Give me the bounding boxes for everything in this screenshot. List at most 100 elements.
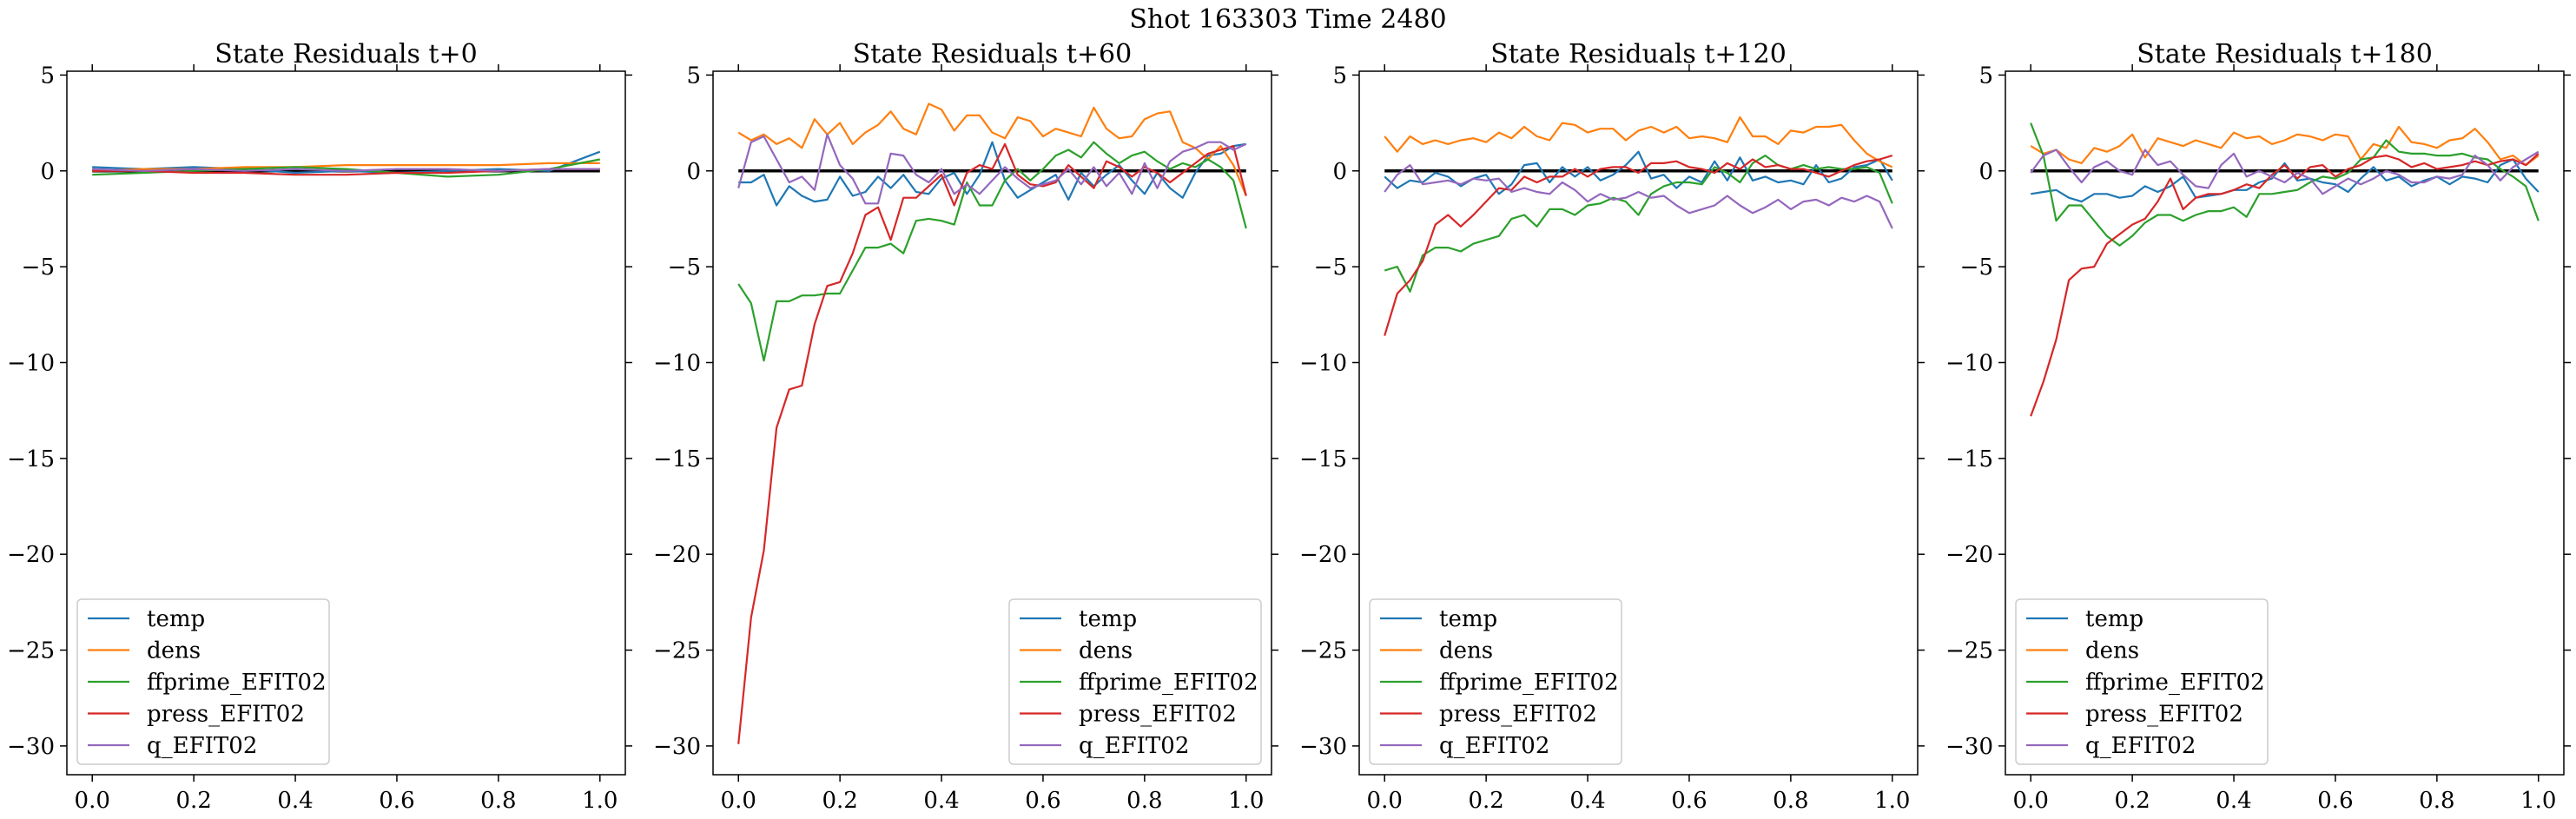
legend-label: dens	[1079, 638, 1133, 664]
y-tick-label: −15	[7, 446, 55, 472]
series-line-q-efit02	[2030, 149, 2540, 195]
y-tick-label: −5	[22, 254, 55, 281]
chart-panel-3: State Residuals t+180 5 0 −5 −10 −15 −20 −25 −30…	[1945, 39, 2571, 814]
legend-box	[2015, 598, 2269, 765]
legend-label: temp	[147, 606, 205, 632]
legend-label: q_EFIT02	[2085, 733, 2196, 759]
y-tick-label: −10	[653, 350, 701, 376]
y-tick-label: −10	[1299, 350, 1347, 376]
y-tick-label: −10	[7, 350, 55, 376]
axes-frame	[2005, 70, 2565, 776]
x-tick-label: 0.0	[2013, 788, 2049, 814]
y-tick-label: −5	[1960, 254, 1993, 281]
y-tick-label: 5	[686, 63, 701, 89]
legend: temp dens ffprime_EFIT02 press_EFIT02 q_EFIT…	[1008, 598, 1262, 765]
y-tick-label: 0	[40, 159, 55, 185]
y-tick-label: −15	[653, 446, 701, 472]
axes-frame	[712, 70, 1272, 776]
y-tick-label: 5	[40, 63, 55, 89]
y-tick-label: −20	[653, 542, 701, 568]
y-tick-label: −5	[668, 254, 701, 281]
chart-title: State Residuals t+180	[2137, 39, 2433, 69]
series-line-q-efit02	[92, 168, 600, 172]
legend: temp dens ffprime_EFIT02 press_EFIT02 q_EFIT…	[2015, 598, 2269, 765]
x-tick-label: 0.6	[1671, 788, 1707, 814]
y-tick-label: 0	[1332, 159, 1347, 185]
y-tick-label: 5	[1332, 63, 1347, 89]
x-tick-label: 0.4	[1569, 788, 1605, 814]
series-line-temp	[738, 141, 1246, 207]
series-line-ffprime-efit02	[1384, 155, 1893, 293]
legend-label: ffprime_EFIT02	[2085, 670, 2265, 696]
x-tick-label: 0.0	[721, 788, 756, 814]
legend-box	[1008, 598, 1262, 765]
chart-panel-1: State Residuals t+60 5 0 −5 −10 −15 −20 −25 −30 0…	[653, 39, 1278, 814]
x-tick-label: 0.8	[1773, 788, 1808, 814]
x-tick-label: 0.2	[2114, 788, 2150, 814]
series-line-press-efit02	[1384, 155, 1893, 336]
x-tick-label: 1.0	[582, 788, 618, 814]
legend-label: q_EFIT02	[1079, 733, 1189, 759]
y-tick-label: 0	[686, 159, 701, 185]
y-tick-label: −5	[1314, 254, 1347, 281]
y-tick-label: 5	[1978, 63, 1993, 89]
axes-frame	[1358, 70, 1919, 776]
y-tick-label: 0	[1978, 159, 1993, 185]
chart-title: State Residuals t+0	[215, 39, 477, 69]
x-tick-label: 0.6	[2317, 788, 2353, 814]
y-tick-label: −20	[7, 542, 55, 568]
legend-label: q_EFIT02	[1439, 733, 1549, 759]
x-tick-label: 0.2	[175, 788, 211, 814]
series-line-temp	[2031, 158, 2540, 203]
x-tick-label: 1.0	[1874, 788, 1910, 814]
series-line-press-efit02	[2030, 153, 2540, 417]
chart-panel-2: State Residuals t+120 5 0 −5 −10 −15 −20 −25 −30…	[1299, 39, 1925, 814]
legend-label: q_EFIT02	[147, 733, 257, 759]
series-line-ffprime-efit02	[2030, 122, 2540, 247]
x-tick-label: 0.2	[1468, 788, 1503, 814]
series-line-press-efit02	[737, 142, 1247, 744]
x-tick-label: 0.4	[923, 788, 959, 814]
legend-label: dens	[147, 638, 201, 664]
x-tick-label: 0.4	[2216, 788, 2251, 814]
legend-label: temp	[1439, 606, 1497, 632]
y-tick-label: −20	[1945, 542, 1993, 568]
legend-label: temp	[1079, 606, 1137, 632]
legend-label: press_EFIT02	[1439, 702, 1597, 728]
y-tick-label: −15	[1945, 446, 1993, 472]
x-tick-label: 1.0	[1228, 788, 1264, 814]
legend-label: ffprime_EFIT02	[1079, 670, 1258, 696]
x-tick-label: 0.8	[2419, 788, 2454, 814]
x-tick-label: 0.6	[1025, 788, 1060, 814]
legend-label: ffprime_EFIT02	[147, 670, 327, 696]
series-line-dens	[2030, 125, 2540, 167]
x-tick-label: 0.0	[75, 788, 110, 814]
y-tick-label: −30	[7, 734, 55, 760]
x-tick-label: 0.2	[822, 788, 857, 814]
y-tick-label: −25	[7, 638, 55, 664]
y-tick-label: −20	[1299, 542, 1347, 568]
subplot-panels: State Residuals t+0 5 0 −5 −10 −15 −20 −25 −30 0.…	[7, 39, 2571, 814]
x-tick-label: 1.0	[2520, 788, 2556, 814]
y-tick-label: −30	[1945, 734, 1993, 760]
x-tick-label: 0.8	[480, 788, 516, 814]
chart-title: State Residuals t+120	[1490, 39, 1787, 69]
legend-label: dens	[2085, 638, 2139, 664]
x-tick-label: 0.4	[277, 788, 313, 814]
legend: temp dens ffprime_EFIT02 press_EFIT02 q_EFIT…	[1369, 598, 1622, 765]
y-tick-label: −25	[1299, 638, 1347, 664]
y-tick-label: −15	[1299, 446, 1347, 472]
legend-label: press_EFIT02	[2085, 702, 2243, 728]
legend-label: press_EFIT02	[1079, 702, 1237, 728]
series-line-ffprime-efit02	[737, 141, 1247, 362]
x-tick-label: 0.8	[1126, 788, 1162, 814]
legend-box	[1369, 598, 1622, 765]
legend-label: press_EFIT02	[147, 702, 305, 728]
x-tick-label: 0.6	[379, 788, 414, 814]
legend: temp dens ffprime_EFIT02 press_EFIT02 q_EFIT…	[76, 598, 330, 765]
chart-panel-0: State Residuals t+0 5 0 −5 −10 −15 −20 −25 −30 0.…	[7, 39, 632, 814]
y-tick-label: −25	[1945, 638, 1993, 664]
x-tick-label: 0.0	[1367, 788, 1403, 814]
legend-label: dens	[1439, 638, 1493, 664]
